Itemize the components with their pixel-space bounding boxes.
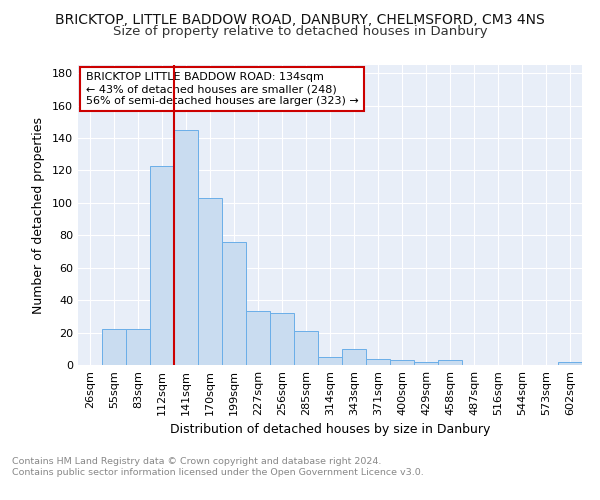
Bar bbox=[270, 313, 294, 365]
Bar bbox=[102, 330, 126, 365]
Bar bbox=[366, 358, 390, 365]
X-axis label: Distribution of detached houses by size in Danbury: Distribution of detached houses by size … bbox=[170, 424, 490, 436]
Bar bbox=[198, 198, 222, 365]
Text: Size of property relative to detached houses in Danbury: Size of property relative to detached ho… bbox=[113, 25, 487, 38]
Bar bbox=[414, 362, 438, 365]
Bar bbox=[390, 360, 414, 365]
Bar bbox=[174, 130, 198, 365]
Text: BRICKTOP, LITTLE BADDOW ROAD, DANBURY, CHELMSFORD, CM3 4NS: BRICKTOP, LITTLE BADDOW ROAD, DANBURY, C… bbox=[55, 12, 545, 26]
Bar bbox=[294, 331, 318, 365]
Bar bbox=[150, 166, 174, 365]
Bar bbox=[246, 312, 270, 365]
Y-axis label: Number of detached properties: Number of detached properties bbox=[32, 116, 45, 314]
Bar bbox=[558, 362, 582, 365]
Bar bbox=[126, 330, 150, 365]
Text: Contains HM Land Registry data © Crown copyright and database right 2024.
Contai: Contains HM Land Registry data © Crown c… bbox=[12, 458, 424, 477]
Bar bbox=[222, 242, 246, 365]
Bar bbox=[438, 360, 462, 365]
Bar bbox=[342, 349, 366, 365]
Bar bbox=[318, 357, 342, 365]
Text: BRICKTOP LITTLE BADDOW ROAD: 134sqm
← 43% of detached houses are smaller (248)
5: BRICKTOP LITTLE BADDOW ROAD: 134sqm ← 43… bbox=[86, 72, 358, 106]
